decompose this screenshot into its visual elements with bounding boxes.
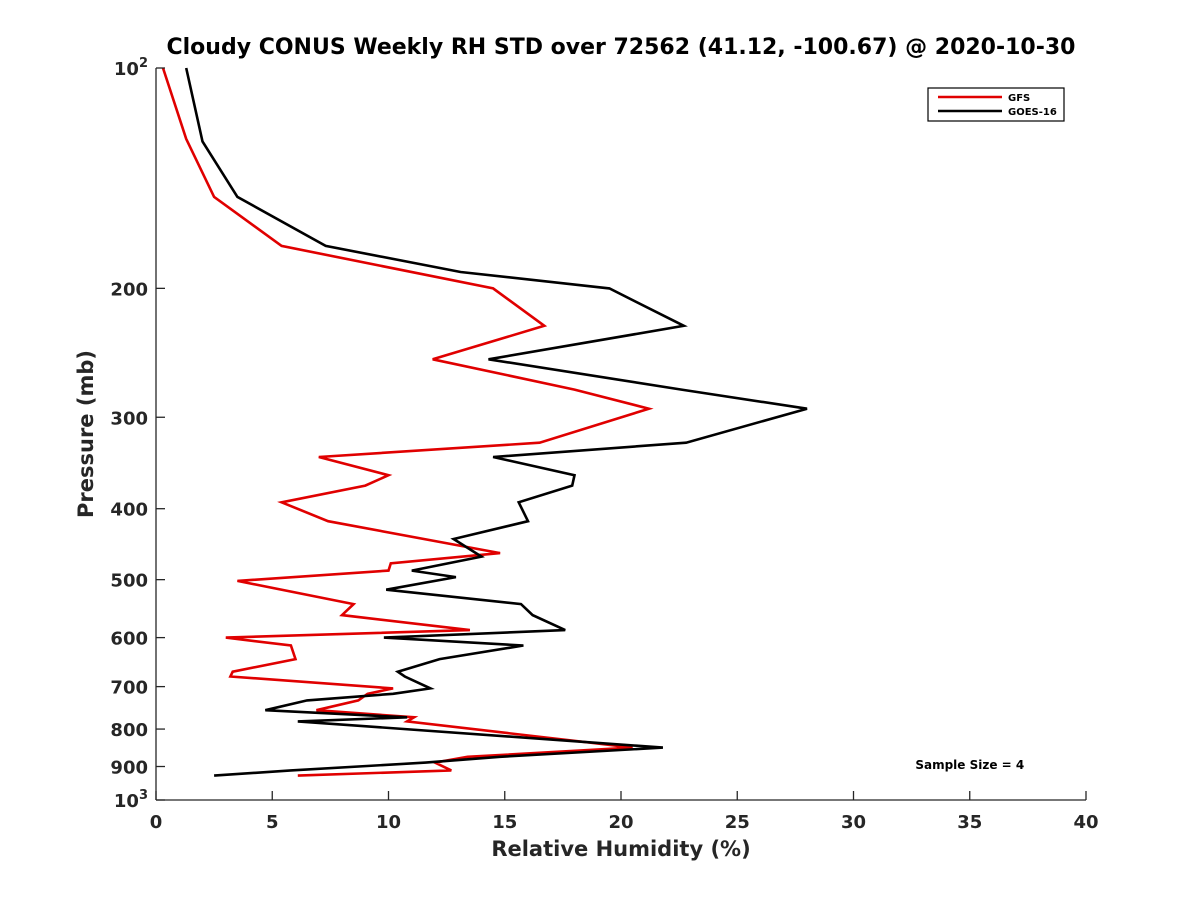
y-tick-label: 400	[110, 500, 148, 521]
y-tick-label: 700	[110, 678, 148, 699]
x-tick-label: 15	[492, 812, 517, 833]
x-tick-label: 35	[957, 812, 982, 833]
x-ticks: 0 5 10 15 20 25 30 35 40	[150, 791, 1099, 833]
x-tick-label: 25	[725, 812, 750, 833]
y-tick-label: 103	[114, 788, 148, 812]
y-tick-label: 200	[110, 279, 148, 300]
legend: GFS GOES-16	[927, 87, 1065, 122]
y-tick-label: 900	[110, 758, 148, 779]
legend-box	[927, 87, 1065, 122]
x-tick-label: 0	[150, 812, 163, 833]
legend-label-gfs: GFS	[1008, 93, 1030, 104]
y-ticks: 102 200 300 400 500 600 700 800 900 103	[110, 56, 165, 812]
chart-title: Cloudy CONUS Weekly RH STD over 72562 (4…	[167, 35, 1076, 60]
x-tick-label: 10	[376, 812, 401, 833]
series-layer	[161, 67, 808, 777]
y-tick-label: 102	[114, 56, 148, 80]
x-axis-label: Relative Humidity (%)	[491, 837, 750, 861]
y-tick-label: 300	[110, 408, 148, 429]
sample-size-annotation: Sample Size = 4	[915, 758, 1024, 772]
y-tick-label: 500	[110, 571, 148, 592]
y-tick-label: 600	[110, 629, 148, 650]
x-tick-label: 20	[608, 812, 633, 833]
y-tick-label: 800	[110, 720, 148, 741]
x-tick-label: 30	[841, 812, 866, 833]
x-tick-label: 40	[1073, 812, 1098, 833]
x-tick-label: 5	[266, 812, 279, 833]
series-line-goes16	[184, 67, 808, 777]
legend-label-goes16: GOES-16	[1008, 107, 1057, 118]
y-axis-label: Pressure (mb)	[74, 350, 98, 518]
plot-area	[156, 68, 1086, 800]
